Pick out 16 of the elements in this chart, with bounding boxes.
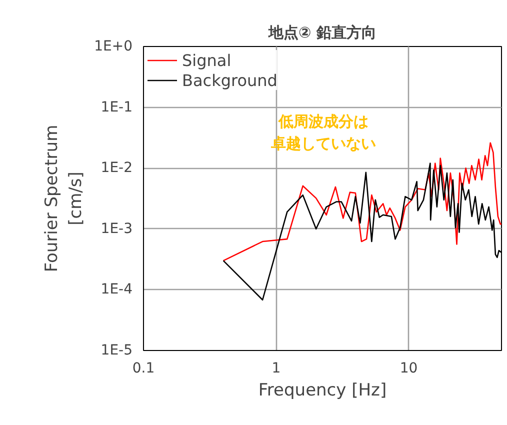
chart-title: 地点② 鉛直方向 <box>268 24 376 42</box>
y-axis-title: Fourier Spectrum [cm/s] <box>42 124 86 272</box>
x-tick-label: 10 <box>400 360 418 376</box>
x-tick-label: 1 <box>272 360 281 376</box>
annotation: 卓越していない <box>270 134 376 152</box>
x-axis-title: Frequency [Hz] <box>258 380 387 400</box>
y-tick-label: 1E+0 <box>94 38 132 54</box>
y-tick-label: 1E-3 <box>100 220 133 237</box>
legend-label: Signal <box>182 50 232 70</box>
y-tick-label: 1E-1 <box>100 99 133 116</box>
x-tick-label: 0.1 <box>132 360 155 376</box>
annotation: 低周波成分は <box>278 112 368 130</box>
legend-label: Background <box>182 70 278 90</box>
y-tick-label: 1E-5 <box>100 342 133 358</box>
y-tick-label: 1E-4 <box>100 282 133 298</box>
y-tick-label: 1E-2 <box>100 160 133 176</box>
